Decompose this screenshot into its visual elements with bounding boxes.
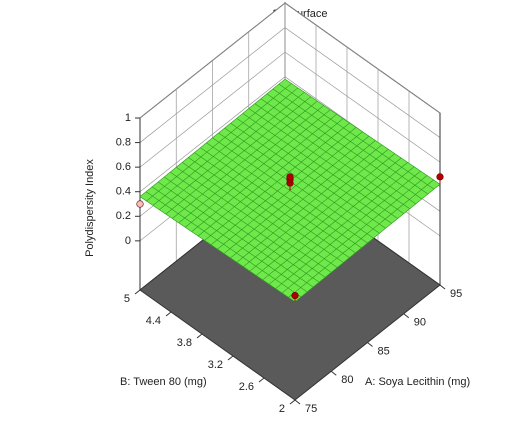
z-tick-label: 0.2 — [116, 210, 131, 222]
z-tick-label: 0 — [125, 235, 131, 247]
z-tick-label: 1 — [125, 112, 131, 124]
z-tick-label: 0.8 — [116, 136, 131, 148]
tick-mark — [196, 333, 203, 339]
tick-mark — [134, 289, 141, 295]
mesh-line — [139, 78, 286, 197]
x-axis-label: A: Soya Lecithin (mg) — [365, 376, 470, 388]
mesh-line — [152, 87, 299, 206]
z-tick-label: 0.4 — [116, 186, 131, 198]
y-axis-label: B: Tween 80 (mg) — [120, 376, 207, 388]
mesh-line — [165, 96, 312, 215]
tick-mark — [227, 355, 234, 361]
z-axis-label: Polydispersity Index — [84, 159, 96, 257]
tick-mark — [367, 342, 373, 347]
y-tick-label: 3.2 — [208, 359, 223, 371]
tick-mark — [330, 370, 337, 376]
mesh-line — [146, 83, 292, 202]
y-tick-label: 5 — [124, 293, 130, 305]
design-point — [136, 200, 144, 208]
z-tick-label: 0.6 — [116, 161, 131, 173]
mesh-line — [284, 78, 441, 185]
x-tick-label: 80 — [341, 374, 353, 386]
x-tick-label: 90 — [414, 317, 426, 329]
tick-mark — [289, 399, 296, 405]
y-tick-label: 4.4 — [146, 315, 161, 327]
tick-mark — [439, 284, 446, 290]
y-tick-label: 2 — [279, 403, 285, 415]
y-tick-label: 2.6 — [239, 381, 254, 393]
mesh-line — [278, 83, 435, 190]
x-tick-label: 85 — [378, 345, 390, 357]
mesh-line — [266, 93, 423, 200]
tick-mark — [403, 313, 410, 319]
tick-mark — [165, 311, 172, 317]
y-tick-label: 3.8 — [177, 337, 192, 349]
design-point — [436, 173, 444, 181]
tick-mark — [294, 399, 301, 405]
x-tick-label: 95 — [450, 288, 462, 300]
mesh-line — [159, 92, 305, 210]
tick-mark — [258, 377, 265, 383]
design-point — [291, 291, 299, 300]
x-tick-label: 75 — [305, 403, 317, 415]
design-point — [286, 173, 294, 181]
mesh-line — [272, 88, 429, 195]
